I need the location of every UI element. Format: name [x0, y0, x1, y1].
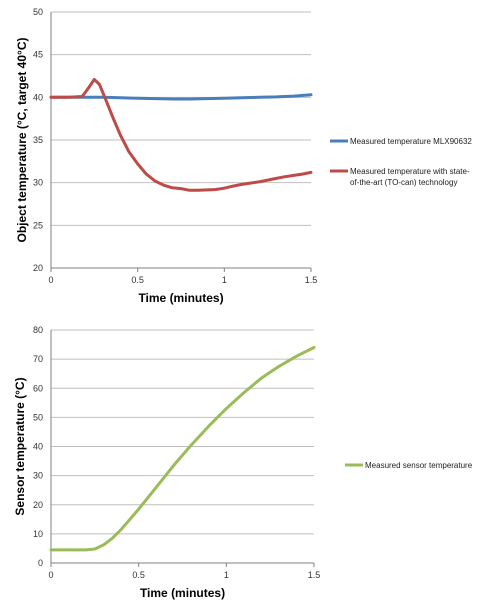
x-tick-label: 0.5 — [132, 570, 145, 580]
y-tick-label: 0 — [38, 558, 43, 568]
series-line — [49, 93, 313, 101]
x-tick-label: 0 — [48, 275, 53, 285]
legend-entry: Measured temperature MLX90632 — [330, 137, 472, 146]
legend-label: Measured sensor temperature — [365, 461, 473, 470]
y-axis-title: Object temperature (°C, target 40°C) — [15, 38, 29, 243]
y-tick-label: 45 — [33, 50, 43, 60]
y-tick-label: 20 — [33, 500, 43, 510]
x-tick-label: 1 — [224, 570, 229, 580]
y-tick-label: 20 — [33, 263, 43, 273]
series-line — [49, 77, 313, 192]
x-tick-label: 1 — [222, 275, 227, 285]
y-tick-label: 40 — [33, 92, 43, 102]
y-tick-label: 50 — [33, 412, 43, 422]
x-tick-label: 1.5 — [308, 570, 321, 580]
y-tick-label: 50 — [33, 7, 43, 17]
x-tick-label: 0.5 — [131, 275, 144, 285]
x-tick-label: 0 — [48, 570, 53, 580]
legend-label: Measured temperature with state-of-the-a… — [350, 167, 470, 187]
y-tick-label: 25 — [33, 220, 43, 230]
y-tick-label: 60 — [33, 383, 43, 393]
y-tick-label: 30 — [33, 471, 43, 481]
x-axis-title: Time (minutes) — [140, 586, 225, 600]
y-tick-label: 35 — [33, 135, 43, 145]
x-tick-label: 1.5 — [305, 275, 318, 285]
legend-label: Measured temperature MLX90632 — [350, 137, 472, 146]
y-tick-label: 40 — [33, 442, 43, 452]
chart-2: 0 10 20 30 40 50 60 70 80 0 0.5 1 1.5 Time (minutes) S… — [13, 325, 473, 600]
y-tick-label: 70 — [33, 354, 43, 364]
legend-entry: Measured temperature with state-of-the-a… — [330, 167, 470, 187]
x-axis-title: Time (minutes) — [138, 291, 223, 305]
chart-1: 20 25 30 35 40 45 50 0 0.5 1 1.5 Time (minutes) Obje… — [15, 7, 472, 305]
legend-entry: Measured sensor temperature — [345, 461, 473, 470]
y-tick-label: 30 — [33, 178, 43, 188]
y-tick-label: 80 — [33, 325, 43, 335]
y-axis-title: Sensor temperature (°C) — [13, 377, 27, 515]
series-line — [49, 346, 316, 552]
y-tick-label: 10 — [33, 529, 43, 539]
